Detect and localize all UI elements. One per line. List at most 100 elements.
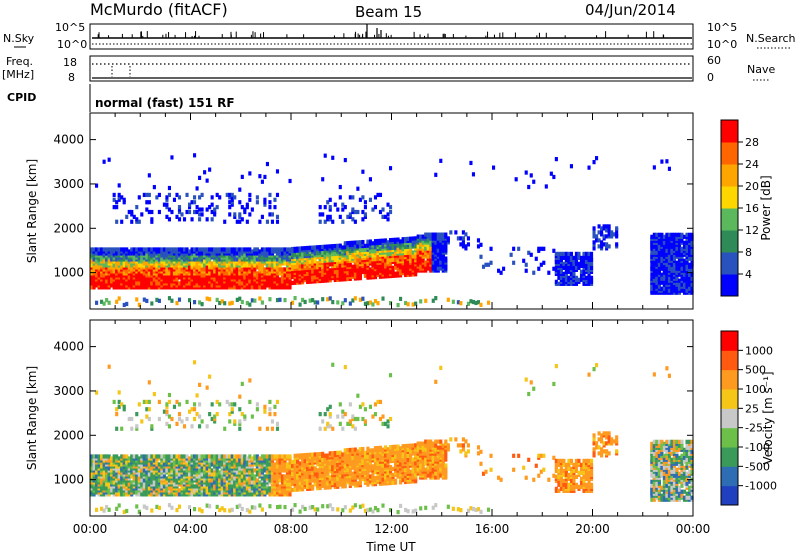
power-cell — [389, 205, 392, 209]
colorbar-tick-label: 28 — [745, 136, 759, 149]
colorbar-cell — [721, 252, 738, 275]
power-cell — [462, 236, 465, 240]
power-cell — [283, 298, 286, 302]
power-cell — [489, 261, 492, 265]
velocity-cell — [138, 402, 141, 406]
power-cell — [273, 198, 276, 202]
velocity-cell — [233, 419, 236, 423]
power-cell — [364, 205, 367, 209]
power-cell — [356, 187, 359, 191]
power-cell — [386, 217, 389, 221]
power-cell — [459, 301, 462, 305]
power-cell — [502, 267, 505, 271]
velocity-cell — [148, 380, 151, 384]
power-cell — [525, 170, 528, 174]
power-cell — [593, 226, 596, 230]
power-cell — [228, 212, 231, 216]
velocity-cell — [178, 412, 181, 416]
y-tick-label: 2000 — [53, 221, 84, 235]
power-cell — [256, 200, 259, 204]
colorbar-tick-label: 16 — [745, 202, 759, 215]
power-cell — [331, 156, 334, 160]
power-cell — [577, 252, 580, 256]
power-cell — [276, 220, 279, 224]
velocity-cell — [206, 424, 209, 428]
power-cell — [193, 200, 196, 204]
power-cell — [118, 183, 121, 187]
power-cell — [153, 185, 156, 189]
power-cell — [261, 215, 264, 219]
power-cell — [196, 186, 199, 190]
velocity-cell — [211, 402, 214, 406]
velocity-cell — [170, 506, 173, 510]
nave-tick-high: 60 — [707, 54, 721, 67]
velocity-cell — [178, 402, 181, 406]
y-tick-label: 1000 — [53, 266, 84, 280]
power-cell — [593, 160, 596, 164]
velocity-cell — [193, 507, 196, 511]
power-cell — [201, 302, 204, 306]
velocity-cell — [108, 508, 111, 512]
power-cell — [231, 301, 234, 305]
velocity-cell — [196, 393, 199, 397]
velocity-cell — [233, 402, 236, 406]
velocity-cell — [168, 393, 171, 397]
power-cell — [665, 159, 668, 163]
power-cell — [331, 300, 334, 304]
power-cell — [170, 155, 173, 159]
power-cell — [547, 271, 550, 275]
colorbar-tick-label: 12 — [745, 224, 759, 237]
power-cell — [344, 205, 347, 209]
power-cell — [258, 174, 261, 178]
power-cell — [479, 303, 482, 307]
power-cell — [447, 236, 450, 240]
power-cell — [532, 180, 535, 184]
power-cell — [263, 175, 266, 179]
colorbar-cell — [721, 164, 738, 187]
station-title: McMurdo (fitACF) — [90, 0, 228, 19]
velocity-cell — [175, 422, 178, 426]
power-cell — [138, 195, 141, 199]
power-cell — [517, 247, 520, 251]
power-cell — [542, 261, 545, 265]
velocity-cell — [241, 382, 244, 386]
cpid-label: CPID — [7, 91, 36, 104]
power-cell — [374, 205, 377, 209]
velocity-cell — [231, 508, 234, 512]
power-cell — [339, 215, 342, 219]
power-cell — [444, 233, 447, 237]
power-cell — [319, 220, 322, 224]
velocity-cell — [130, 417, 133, 421]
power-cell — [206, 217, 209, 221]
power-cell — [248, 212, 251, 216]
power-cell — [361, 297, 364, 301]
power-cell — [218, 195, 221, 199]
power-cell — [600, 230, 603, 234]
power-cell — [241, 175, 244, 179]
velocity-cell — [130, 427, 133, 431]
power-cell — [188, 298, 191, 302]
power-cell — [590, 276, 593, 280]
power-cell — [376, 301, 379, 305]
power-cell — [276, 215, 279, 219]
power-cell — [389, 166, 392, 170]
power-cell — [238, 188, 241, 192]
velocity-cell — [238, 419, 241, 423]
power-cell — [660, 159, 663, 163]
power-cell — [510, 253, 513, 257]
velocity-cell — [191, 424, 194, 428]
power-cell — [500, 271, 503, 275]
power-cell — [542, 247, 545, 251]
power-cell — [278, 298, 281, 302]
power-cell — [158, 193, 161, 197]
power-cell — [248, 171, 251, 175]
power-cell — [304, 300, 307, 304]
power-cell — [135, 205, 138, 209]
power-cell — [525, 263, 528, 267]
velocity-cell — [218, 402, 221, 406]
power-cell — [344, 298, 347, 302]
power-cell — [364, 200, 367, 204]
colorbar-tick-label: 24 — [745, 158, 759, 171]
